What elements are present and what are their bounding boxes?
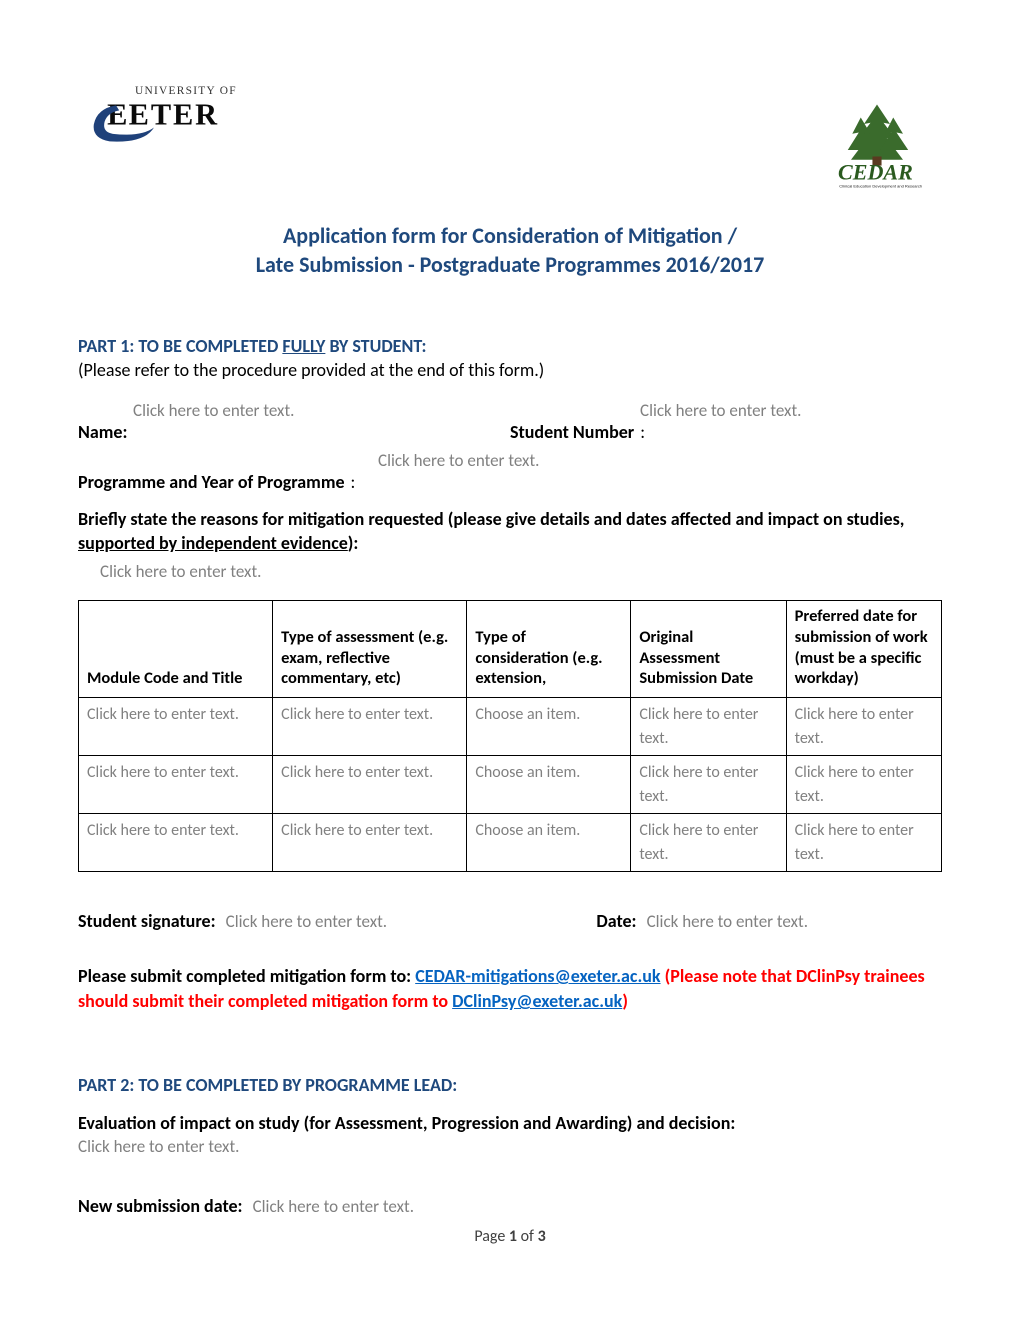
- table-header-preferred-date: Preferred date for submission of work (m…: [786, 601, 941, 698]
- cell-module[interactable]: Click here to enter text.: [79, 697, 273, 755]
- cell-assessment-type[interactable]: Click here to enter text.: [273, 755, 467, 813]
- cedar-logo: CEDAR Clinical Education Development and…: [812, 98, 942, 196]
- programme-field: Click here to enter text. Programme and …: [78, 449, 942, 493]
- programme-colon: :: [351, 471, 356, 493]
- title-line-1: Application form for Consideration of Mi…: [78, 221, 942, 251]
- part1-heading-suffix: BY STUDENT:: [325, 335, 426, 357]
- reasons-label-post: ):: [348, 532, 359, 554]
- title-line-2: Late Submission - Postgraduate Programme…: [78, 250, 942, 280]
- programme-label: Programme and Year of Programme: [78, 471, 345, 493]
- dclinpsy-email-link[interactable]: DClinPsy@exeter.ac.uk: [452, 990, 622, 1012]
- part1-heading-prefix: PART 1: TO BE COMPLETED: [78, 335, 282, 357]
- page: UNIVERSITY OF E ETER CEDAR Clinical Educ…: [0, 0, 1020, 1320]
- part1-section: PART 1: TO BE COMPLETED FULLY BY STUDENT…: [78, 335, 942, 1014]
- svg-text:CEDAR: CEDAR: [838, 159, 913, 184]
- date-label: Date:: [596, 910, 636, 932]
- table-header-assessment-type: Type of assessment (e.g. exam, reflectiv…: [273, 601, 467, 698]
- table-header-consideration-type: Type of consideration (e.g. extension,: [467, 601, 631, 698]
- cell-original-date[interactable]: Click here to enter text.: [631, 755, 786, 813]
- submit-note: Please submit completed mitigation form …: [78, 964, 942, 1014]
- page-total: 3: [538, 1227, 546, 1246]
- cell-module[interactable]: Click here to enter text.: [79, 813, 273, 871]
- page-current: 1: [509, 1227, 517, 1246]
- student-number-field: Click here to enter text. Student Number…: [510, 399, 942, 443]
- cell-consideration-type[interactable]: Choose an item.: [467, 697, 631, 755]
- signature-field: Student signature: Click here to enter t…: [78, 910, 596, 932]
- page-number: Page 1 of 3: [78, 1227, 942, 1246]
- modules-table: Module Code and Title Type of assessment…: [78, 600, 942, 872]
- new-submission-date-row: New submission date: Click here to enter…: [78, 1195, 942, 1217]
- page-of: of: [517, 1227, 538, 1246]
- cell-preferred-date[interactable]: Click here to enter text.: [786, 813, 941, 871]
- cell-assessment-type[interactable]: Click here to enter text.: [273, 697, 467, 755]
- part1-subnote: (Please refer to the procedure provided …: [78, 359, 942, 381]
- name-placeholder[interactable]: Click here to enter text.: [133, 400, 294, 421]
- new-submission-date-label: New submission date:: [78, 1195, 243, 1217]
- reasons-placeholder[interactable]: Click here to enter text.: [100, 561, 942, 582]
- cell-consideration-type[interactable]: Choose an item.: [467, 813, 631, 871]
- exeter-logo: UNIVERSITY OF E ETER: [78, 80, 268, 156]
- table-header-module: Module Code and Title: [79, 601, 273, 698]
- name-field: Click here to enter text. Name:: [78, 399, 510, 443]
- cell-preferred-date[interactable]: Click here to enter text.: [786, 755, 941, 813]
- reasons-label-underline: supported by independent evidence: [78, 532, 348, 554]
- reasons-block: Briefly state the reasons for mitigation…: [78, 507, 942, 583]
- logo-row: UNIVERSITY OF E ETER CEDAR Clinical Educ…: [78, 80, 942, 196]
- cell-assessment-type[interactable]: Click here to enter text.: [273, 813, 467, 871]
- reasons-label: Briefly state the reasons for mitigation…: [78, 507, 942, 556]
- part1-heading-underline: FULLY: [282, 335, 325, 357]
- table-body: Click here to enter text. Click here to …: [79, 697, 942, 871]
- signature-row: Student signature: Click here to enter t…: [78, 910, 942, 932]
- cell-preferred-date[interactable]: Click here to enter text.: [786, 697, 941, 755]
- submit-note-red-close: ): [622, 990, 628, 1012]
- evaluation-placeholder[interactable]: Click here to enter text.: [78, 1136, 942, 1157]
- page-pre: Page: [474, 1227, 509, 1246]
- svg-text:ETER: ETER: [129, 97, 219, 131]
- exeter-logo-toptext: UNIVERSITY OF: [135, 85, 237, 97]
- part2-heading: PART 2: TO BE COMPLETED BY PROGRAMME LEA…: [78, 1074, 942, 1096]
- table-header-row: Module Code and Title Type of assessment…: [79, 601, 942, 698]
- part1-heading: PART 1: TO BE COMPLETED FULLY BY STUDENT…: [78, 335, 942, 357]
- title-block: Application form for Consideration of Mi…: [78, 221, 942, 280]
- cell-original-date[interactable]: Click here to enter text.: [631, 813, 786, 871]
- signature-label: Student signature:: [78, 910, 216, 932]
- part2-section: PART 2: TO BE COMPLETED BY PROGRAMME LEA…: [78, 1074, 942, 1217]
- name-student-row: Click here to enter text. Name: Click he…: [78, 399, 942, 443]
- cedar-email-link[interactable]: CEDAR-mitigations@exeter.ac.uk: [415, 965, 660, 987]
- table-row: Click here to enter text. Click here to …: [79, 813, 942, 871]
- table-row: Click here to enter text. Click here to …: [79, 697, 942, 755]
- cell-consideration-type[interactable]: Choose an item.: [467, 755, 631, 813]
- submit-note-prefix: Please submit completed mitigation form …: [78, 965, 415, 987]
- student-number-colon: :: [640, 421, 645, 443]
- student-number-placeholder[interactable]: Click here to enter text.: [640, 400, 801, 421]
- svg-text:Clinical Education Development: Clinical Education Development and Resea…: [839, 184, 922, 189]
- evaluation-label: Evaluation of impact on study (for Asses…: [78, 1112, 942, 1134]
- name-label: Name:: [78, 421, 127, 443]
- programme-placeholder[interactable]: Click here to enter text.: [378, 450, 539, 471]
- table-row: Click here to enter text. Click here to …: [79, 755, 942, 813]
- reasons-label-pre: Briefly state the reasons for mitigation…: [78, 508, 904, 530]
- date-placeholder[interactable]: Click here to enter text.: [647, 911, 808, 932]
- cell-module[interactable]: Click here to enter text.: [79, 755, 273, 813]
- table-header-original-date: Original Assessment Submission Date: [631, 601, 786, 698]
- cell-original-date[interactable]: Click here to enter text.: [631, 697, 786, 755]
- student-number-label: Student Number: [510, 421, 634, 443]
- signature-placeholder[interactable]: Click here to enter text.: [226, 911, 387, 932]
- date-field: Date: Click here to enter text.: [596, 910, 942, 932]
- new-submission-date-placeholder[interactable]: Click here to enter text.: [253, 1196, 414, 1217]
- svg-text:E: E: [107, 97, 130, 131]
